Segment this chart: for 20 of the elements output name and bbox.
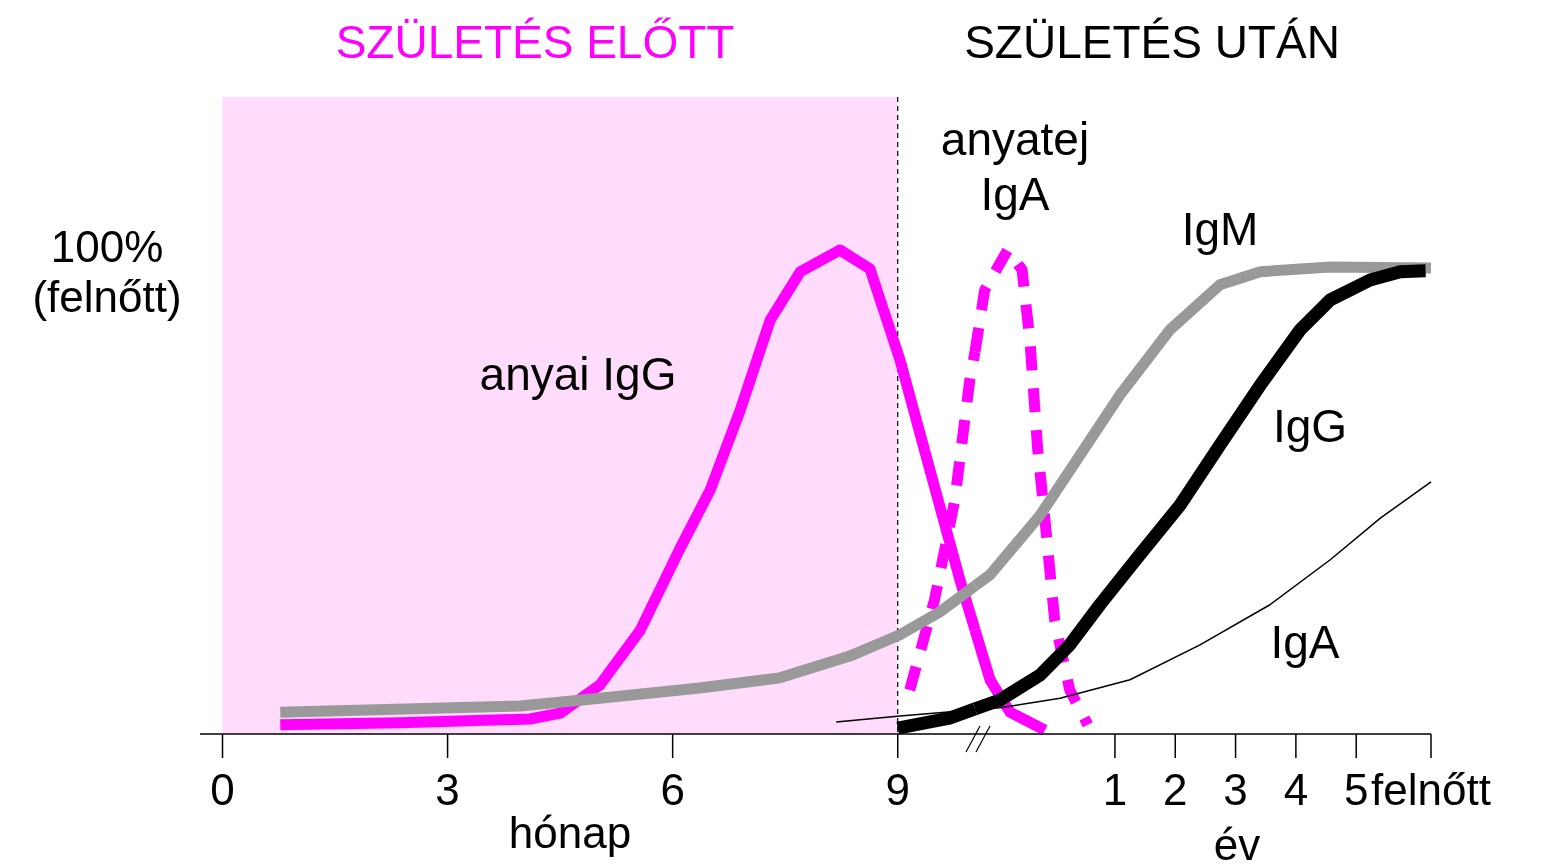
x-tick-label: 1 <box>1102 765 1128 814</box>
series-label: IgG <box>1272 400 1348 452</box>
x-tick-label: 9 <box>885 765 910 814</box>
x-axis-title: hónap <box>508 808 632 857</box>
series-label: anyai IgG <box>479 348 677 400</box>
chart-title: SZÜLETÉS UTÁN <box>964 16 1340 68</box>
x-tick-label: 0 <box>210 765 235 814</box>
x-tick-label: 3 <box>1223 765 1248 814</box>
x-axis-title: év <box>1213 820 1261 866</box>
series-label: anyatej IgA <box>940 113 1090 220</box>
x-tick-label: 5 <box>1343 765 1369 814</box>
x-tick-label: felnőtt <box>1371 765 1491 814</box>
x-tick-label: 6 <box>660 765 685 814</box>
x-tick-label: 2 <box>1163 765 1188 814</box>
series-label: IgA <box>1270 616 1340 668</box>
x-tick-label: 3 <box>435 765 460 814</box>
y-axis-title: 100% (felnőtt) <box>32 222 182 321</box>
chart-title: SZÜLETÉS ELŐTT <box>335 16 735 68</box>
series-label: IgM <box>1181 203 1259 255</box>
x-tick-label: 4 <box>1283 765 1309 814</box>
